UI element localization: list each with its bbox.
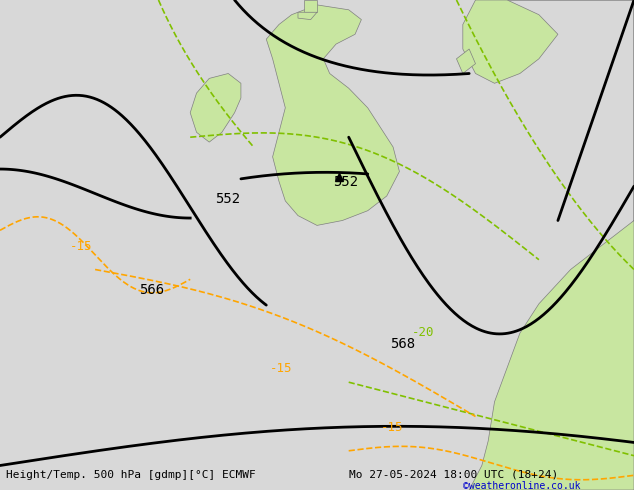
Text: -15: -15	[70, 240, 92, 253]
Polygon shape	[298, 12, 317, 20]
Text: 552: 552	[333, 175, 358, 189]
Polygon shape	[456, 49, 476, 74]
Polygon shape	[304, 0, 317, 12]
Text: -20: -20	[412, 326, 434, 339]
Text: ©weatheronline.co.uk: ©weatheronline.co.uk	[463, 481, 580, 490]
Text: 568: 568	[390, 337, 415, 351]
Text: 566: 566	[139, 283, 165, 297]
Polygon shape	[190, 74, 241, 142]
Polygon shape	[266, 5, 399, 225]
Polygon shape	[469, 0, 634, 490]
Text: -15: -15	[380, 421, 403, 434]
Text: Height/Temp. 500 hPa [gdmp][°C] ECMWF: Height/Temp. 500 hPa [gdmp][°C] ECMWF	[6, 470, 256, 480]
Text: Mo 27-05-2024 18:00 UTC (18+24): Mo 27-05-2024 18:00 UTC (18+24)	[349, 470, 558, 480]
Text: -15: -15	[269, 363, 292, 375]
Text: 552: 552	[216, 193, 241, 206]
Polygon shape	[463, 0, 558, 83]
